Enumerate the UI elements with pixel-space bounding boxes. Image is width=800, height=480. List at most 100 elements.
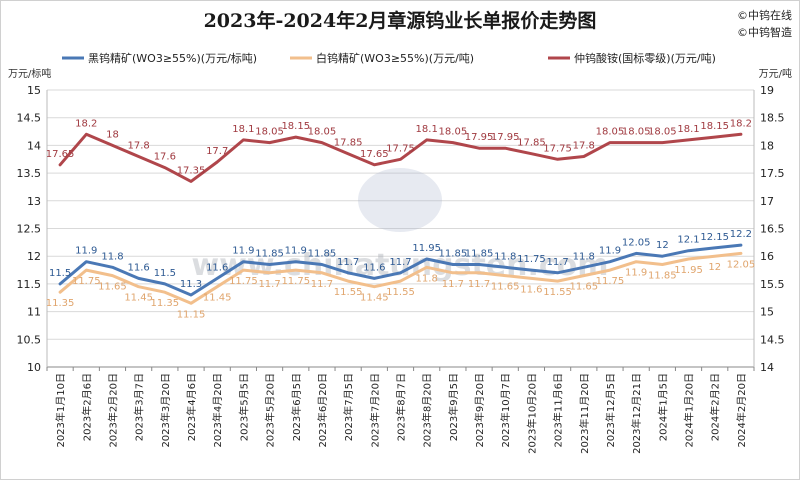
left-axis-tick-label: 10 bbox=[27, 361, 41, 374]
data-label: 12.2 bbox=[730, 229, 752, 240]
data-label: 11.35 bbox=[151, 298, 180, 309]
data-label: 18.05 bbox=[308, 127, 337, 138]
data-label: 18.05 bbox=[648, 127, 677, 138]
data-label: 12.05 bbox=[622, 237, 651, 248]
data-label: 11.45 bbox=[203, 293, 232, 304]
series-line-1 bbox=[58, 251, 743, 305]
data-label: 12.05 bbox=[727, 259, 756, 270]
x-axis-tick-label: 2023年3月7日 bbox=[133, 373, 146, 441]
right-axis-unit: 万元/吨 bbox=[759, 67, 792, 80]
data-label: 11.9 bbox=[232, 246, 254, 257]
data-label: 11.75 bbox=[229, 276, 258, 287]
data-label: 11.5 bbox=[154, 268, 176, 279]
data-label: 17.75 bbox=[386, 143, 415, 154]
data-label: 12 bbox=[656, 240, 669, 251]
data-label: 18.2 bbox=[75, 118, 97, 129]
data-label: 12 bbox=[708, 262, 721, 273]
x-axis-tick-label: 2023年6月20日 bbox=[316, 373, 329, 448]
data-label: 11.55 bbox=[334, 287, 363, 298]
left-axis-tick-label: 10.5 bbox=[17, 333, 42, 346]
x-axis-tick-label: 2023年6月5日 bbox=[290, 373, 303, 441]
data-label: 11.7 bbox=[337, 257, 359, 268]
left-axis-tick-label: 13.5 bbox=[17, 167, 42, 180]
left-axis-unit: 万元/标吨 bbox=[8, 67, 51, 80]
data-label: 11.9 bbox=[285, 246, 307, 257]
data-label: 11.5 bbox=[49, 268, 71, 279]
series-layer bbox=[58, 132, 743, 305]
right-axis-tick-label: 18.5 bbox=[760, 112, 785, 125]
x-axis-tick-label: 2024年1月20日 bbox=[683, 373, 696, 448]
data-label: 11.15 bbox=[177, 309, 206, 320]
data-label: 11.85 bbox=[648, 271, 677, 282]
data-label: 11.75 bbox=[596, 276, 625, 287]
data-label: 11.8 bbox=[416, 273, 438, 284]
x-axis-tick-label: 2023年9月20日 bbox=[473, 373, 486, 448]
data-label: 17.95 bbox=[465, 132, 494, 143]
watermark-text: www.chinatungsten.com bbox=[191, 248, 608, 283]
data-label: 11.7 bbox=[546, 257, 568, 268]
data-label: 18.2 bbox=[730, 118, 752, 129]
gridlines bbox=[47, 89, 754, 368]
data-label: 11.75 bbox=[281, 276, 310, 287]
brand-line-2: ©中钨智造 bbox=[737, 25, 792, 39]
data-label: 11.8 bbox=[573, 251, 595, 262]
chart-title: 2023年-2024年2月章源钨业长单报价走势图 bbox=[204, 9, 597, 32]
data-label: 11.75 bbox=[517, 254, 546, 265]
x-axis-tick-label: 2023年7月20日 bbox=[368, 373, 381, 448]
series-line-0 bbox=[58, 243, 743, 297]
legend-label-0: 黑钨精矿(WO3≥55%)(万元/标吨) bbox=[88, 51, 257, 65]
data-label: 11.65 bbox=[98, 282, 127, 293]
data-label: 11.6 bbox=[363, 262, 385, 273]
x-axis-tick-label: 2023年4月20日 bbox=[211, 373, 224, 448]
data-label: 18.15 bbox=[281, 121, 310, 132]
right-axis-tick-label: 16 bbox=[760, 250, 774, 263]
watermark: www.chinatungsten.com bbox=[191, 168, 609, 283]
data-label: 11.6 bbox=[128, 262, 150, 273]
x-axis-tick-label: 2023年5月5日 bbox=[237, 373, 250, 441]
right-axis-tick-label: 17 bbox=[760, 195, 774, 208]
data-label: 11.65 bbox=[491, 282, 520, 293]
data-label: 17.75 bbox=[543, 143, 572, 154]
x-axis-tick-label: 2023年12月21日 bbox=[630, 373, 643, 454]
right-axis-tick-label: 15.5 bbox=[760, 278, 785, 291]
data-label: 11.45 bbox=[360, 293, 389, 304]
data-label: 12.1 bbox=[677, 235, 699, 246]
data-label: 11.65 bbox=[569, 282, 598, 293]
axes: 10 10.5 11 11.5 12 12.5 13 13.5 14 14.5 15 14 14.5 15… bbox=[17, 84, 785, 454]
x-axis-tick-label: 2023年10月20日 bbox=[525, 373, 538, 454]
x-axis-tick-label: 2023年1月10日 bbox=[54, 373, 67, 448]
right-axis-tick-label: 15 bbox=[760, 306, 774, 319]
data-label: 11.6 bbox=[520, 284, 542, 295]
legend-label-1: 白钨精矿(WO3≥55%)(万元/吨) bbox=[316, 51, 474, 65]
data-label: 11.7 bbox=[258, 279, 280, 290]
left-axis-tick-label: 14.5 bbox=[17, 112, 42, 125]
data-label: 11.95 bbox=[412, 243, 441, 254]
x-axis-tick-label: 2023年4月6日 bbox=[185, 373, 198, 441]
right-axis-tick-label: 14.5 bbox=[760, 333, 785, 346]
x-axis-tick-label: 2023年11月6日 bbox=[552, 373, 565, 448]
data-label: 11.55 bbox=[543, 287, 572, 298]
left-axis-tick-label: 15 bbox=[27, 84, 41, 97]
data-label: 18.05 bbox=[622, 127, 651, 138]
data-label: 11.3 bbox=[180, 279, 202, 290]
data-label: 11.85 bbox=[439, 249, 468, 260]
data-label: 17.8 bbox=[128, 140, 150, 151]
x-axis-tick-label: 2023年12月5日 bbox=[604, 373, 617, 448]
x-axis-tick-label: 2023年8月7日 bbox=[395, 373, 408, 441]
data-label: 11.75 bbox=[72, 276, 101, 287]
x-axis-tick-label: 2023年2月20日 bbox=[106, 373, 119, 448]
x-axis-tick-label: 2023年3月20日 bbox=[159, 373, 172, 448]
data-label: 18.05 bbox=[439, 127, 468, 138]
right-axis-tick-label: 17.5 bbox=[760, 167, 785, 180]
data-label: 11.9 bbox=[75, 246, 97, 257]
x-axis-tick-label: 2023年5月20日 bbox=[264, 373, 277, 448]
data-label: 11.55 bbox=[386, 287, 415, 298]
brand-line-1: ©中钨在线 bbox=[737, 8, 792, 22]
x-axis-tick-label: 2024年2月20日 bbox=[735, 373, 748, 448]
x-axis-tick-label: 2023年7月5日 bbox=[342, 373, 355, 441]
data-label: 18 bbox=[106, 129, 119, 140]
right-axis-tick-label: 18 bbox=[760, 139, 774, 152]
data-label: 17.85 bbox=[517, 138, 546, 149]
